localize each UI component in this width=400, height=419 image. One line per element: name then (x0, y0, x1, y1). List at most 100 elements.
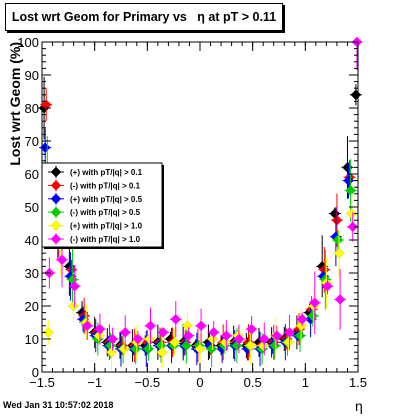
y-tick-label: 100 (17, 35, 39, 50)
data-point (56, 254, 68, 266)
data-point (81, 320, 93, 332)
legend-shadow-right (162, 165, 164, 249)
data-point (132, 333, 144, 345)
data-point (309, 297, 321, 309)
data-point (246, 323, 257, 335)
data-point (93, 330, 105, 342)
data-point (68, 300, 79, 312)
data-point (231, 340, 243, 351)
legend-entry: (+) with pT/|q| > 0.1 (48, 166, 143, 178)
data-point (143, 343, 154, 355)
data-point (220, 330, 232, 342)
x-tick-label: −1 (87, 375, 102, 390)
data-point (257, 340, 269, 351)
data-point (284, 327, 295, 338)
legend-entry: (-) with pT/|q| > 1.0 (48, 233, 141, 245)
y-axis-label: Lost wrt Geom (%) (7, 42, 23, 166)
data-point (169, 336, 181, 348)
axis-ticks: −1.5 −1 −0.5 0 0.5 1 1.5 0 10 20 30 40 50 60 70 80 90 100 (17, 35, 367, 390)
legend-label: (+) with pT/|q| > 1.0 (70, 222, 143, 231)
legend: (+) with pT/|q| > 0.1 (-) with pT/|q| > 0… (41, 162, 164, 249)
data-point (194, 343, 206, 355)
legend-marker (50, 193, 62, 205)
x-axis-label: η (355, 398, 363, 414)
data-point (334, 294, 346, 305)
legend-entry: (+) with pT/|q| > 0.5 (48, 192, 143, 205)
data-point (180, 340, 192, 351)
legend-entry: (-) with pT/|q| > 0.5 (48, 206, 141, 219)
data-point (42, 327, 54, 338)
data-point (271, 330, 283, 342)
timestamp: Wed Jan 31 10:57:02 2018 (3, 400, 114, 410)
data-point (183, 330, 194, 342)
legend-label: (-) with pT/|q| > 1.0 (70, 235, 141, 244)
data-point (144, 333, 155, 345)
data-point (69, 280, 81, 292)
x-tick-label: 0 (196, 375, 203, 390)
data-point (170, 313, 182, 325)
data-point (233, 333, 245, 345)
data-point (333, 247, 345, 259)
x-tick-label: −1.5 (29, 375, 55, 390)
data-points (38, 36, 363, 371)
data-point (322, 280, 333, 292)
legend-shadow-bottom (44, 247, 164, 249)
x-tick-label: 0.5 (244, 375, 262, 390)
series-6 (43, 36, 363, 356)
legend-marker (50, 166, 62, 178)
data-point (258, 333, 270, 345)
chart-title-box: Lost wrt Geom for Primary vs η at pT > 0… (5, 3, 283, 31)
data-point (156, 346, 168, 358)
data-point (332, 234, 344, 246)
data-point (206, 343, 217, 355)
data-point (307, 310, 319, 322)
legend-marker (50, 180, 62, 191)
x-tick-label: 1.5 (349, 375, 367, 390)
y-tick-label: 0 (32, 365, 39, 380)
legend-label: (-) with pT/|q| > 0.1 (70, 181, 141, 190)
data-point (295, 320, 307, 332)
x-tick-label: −0.5 (134, 375, 160, 390)
data-point (346, 208, 358, 219)
x-tick-label: 1 (302, 375, 309, 390)
chart-title: Lost wrt Geom for Primary vs η at pT > 0… (11, 10, 277, 24)
legend-entry: (-) with pT/|q| > 0.1 (48, 179, 141, 192)
data-point (94, 323, 106, 335)
y-tick-label: 10 (25, 332, 39, 347)
y-tick-label: 70 (25, 134, 39, 149)
data-point (195, 320, 207, 332)
legend-box (41, 162, 163, 248)
data-point (331, 214, 343, 226)
legend-label: (+) with pT/|q| > 0.1 (70, 168, 143, 177)
data-point (119, 327, 131, 338)
data-point (283, 336, 294, 348)
data-point (145, 320, 156, 332)
y-tick-label: 40 (25, 233, 39, 248)
data-point (118, 343, 130, 355)
y-tick-label: 20 (25, 299, 39, 314)
legend-marker (50, 233, 62, 245)
data-point (207, 333, 218, 345)
data-point (208, 327, 220, 338)
data-point (130, 343, 142, 355)
data-point (296, 313, 308, 325)
y-tick-label: 60 (25, 167, 39, 182)
y-tick-label: 50 (25, 200, 39, 215)
legend-marker (50, 220, 62, 231)
data-point (245, 340, 256, 351)
legend-marker (50, 206, 62, 218)
data-point (106, 346, 117, 358)
legend-label: (-) with pT/|q| > 0.5 (70, 208, 141, 217)
y-tick-label: 90 (25, 68, 39, 83)
legend-entry: (+) with pT/|q| > 1.0 (48, 219, 143, 232)
data-point (219, 336, 231, 348)
data-point (40, 99, 52, 111)
y-tick-label: 30 (25, 266, 39, 281)
data-point (269, 340, 281, 351)
legend-label: (+) with pT/|q| > 0.5 (70, 195, 143, 204)
data-point (107, 333, 118, 345)
data-point (294, 330, 306, 342)
data-point (182, 320, 193, 332)
